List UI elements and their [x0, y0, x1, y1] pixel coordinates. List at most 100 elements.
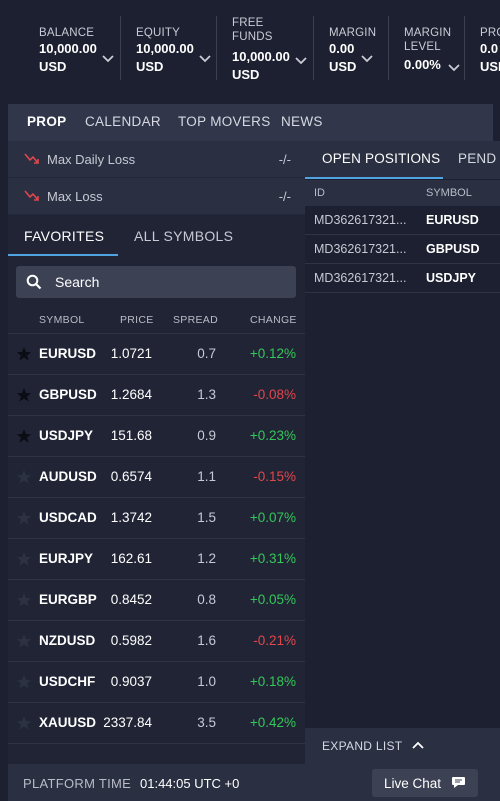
header-spread[interactable]: SPREAD: [173, 314, 218, 326]
table-row[interactable]: MD362617321... USDJPY: [305, 264, 500, 293]
table-row[interactable]: EURUSD 1.0721 0.7 +0.12%: [8, 334, 305, 375]
symbol-spread: 1.5: [197, 510, 216, 525]
chevron-down-icon: [199, 55, 211, 63]
star-icon[interactable]: [16, 510, 32, 526]
balance-value: 10,000.00: [39, 41, 97, 56]
positions-panel: OPEN POSITIONS PEND ID SYMBOL MD36261732…: [305, 141, 500, 764]
position-id: MD362617321...: [314, 213, 407, 227]
star-filled-icon[interactable]: [16, 428, 32, 444]
symbol-search[interactable]: Search: [16, 266, 296, 298]
table-row[interactable]: GBPUSD 1.2684 1.3 -0.08%: [8, 375, 305, 416]
symbol-spread: 0.9: [197, 428, 216, 443]
symbol-change: +0.05%: [249, 592, 296, 607]
left-panel: PROP CALENDAR TOP MOVERS NEWS Max Daily …: [8, 104, 493, 764]
tab-calendar[interactable]: CALENDAR: [85, 114, 161, 129]
symbol-spread: 1.6: [197, 633, 216, 648]
symbol-name: USDCHF: [39, 674, 96, 689]
margin-summary[interactable]: MARGIN 0.00 USD: [329, 16, 389, 90]
header-symbol[interactable]: SYMBOL: [39, 314, 85, 326]
equity-currency: USD: [136, 59, 164, 74]
balance-label: BALANCE: [39, 27, 95, 39]
tab-news[interactable]: NEWS: [281, 114, 323, 129]
table-row[interactable]: USDCHF 0.9037 1.0 +0.18%: [8, 662, 305, 703]
chevron-down-icon: [295, 57, 307, 65]
star-filled-icon[interactable]: [16, 387, 32, 403]
margin-level-label-line1: MARGIN: [404, 27, 452, 39]
symbol-name: AUDUSD: [39, 469, 97, 484]
star-icon[interactable]: [16, 469, 32, 485]
profit-summary[interactable]: PRO 0.0 USD: [480, 16, 500, 90]
max-loss-value: -/-: [278, 189, 291, 204]
table-row[interactable]: MD362617321... EURUSD: [305, 206, 500, 235]
header-change[interactable]: CHANGE: [250, 314, 297, 326]
symbol-price: 162.61: [110, 551, 152, 566]
table-row[interactable]: EURGBP 0.8452 0.8 +0.05%: [8, 580, 305, 621]
tab-top-movers[interactable]: TOP MOVERS: [178, 114, 271, 129]
symbol-name: EURUSD: [39, 346, 97, 361]
free-funds-currency: USD: [232, 67, 260, 82]
table-row[interactable]: XAUUSD 2337.84 3.5 +0.42%: [8, 703, 305, 744]
star-icon[interactable]: [16, 674, 32, 690]
tab-all-symbols[interactable]: ALL SYMBOLS: [134, 228, 234, 244]
tab-favorites[interactable]: FAVORITES: [24, 228, 105, 244]
symbol-spread: 0.8: [197, 592, 216, 607]
symbol-change: -0.21%: [253, 633, 296, 648]
header-price[interactable]: PRICE: [120, 314, 154, 326]
star-filled-icon[interactable]: [16, 346, 32, 362]
symbol-spread: 3.5: [197, 715, 216, 730]
table-row[interactable]: MD362617321... GBPUSD: [305, 235, 500, 264]
free-funds-value: 10,000.00: [232, 49, 290, 64]
max-daily-loss-label: Max Daily Loss: [47, 152, 136, 167]
max-daily-loss-value: -/-: [278, 152, 291, 167]
header-id[interactable]: ID: [314, 187, 325, 199]
symbol-change: +0.31%: [249, 551, 296, 566]
symbol-change: +0.12%: [249, 346, 296, 361]
search-icon: [26, 274, 42, 290]
table-row[interactable]: NZDUSD 0.5982 1.6 -0.21%: [8, 621, 305, 662]
equity-summary[interactable]: EQUITY 10,000.00 USD: [136, 16, 216, 90]
status-footer: PLATFORM TIME 01:44:05 UTC +0 Live Chat: [8, 764, 500, 801]
position-id: MD362617321...: [314, 271, 407, 285]
margin-value: 0.00: [329, 41, 355, 56]
free-funds-summary[interactable]: FREE FUNDS 10,000.00 USD: [232, 16, 312, 90]
table-row[interactable]: EURJPY 162.61 1.2 +0.31%: [8, 539, 305, 580]
live-chat-button[interactable]: Live Chat: [372, 769, 478, 797]
star-icon[interactable]: [16, 633, 32, 649]
symbol-price: 0.6574: [110, 469, 152, 484]
position-symbol: EURUSD: [426, 213, 479, 227]
table-row[interactable]: AUDUSD 0.6574 1.1 -0.15%: [8, 457, 305, 498]
symbol-change: +0.18%: [249, 674, 296, 689]
equity-value: 10,000.00: [136, 41, 194, 56]
star-icon[interactable]: [16, 592, 32, 608]
star-icon[interactable]: [16, 551, 32, 567]
table-row[interactable]: USDCAD 1.3742 1.5 +0.07%: [8, 498, 305, 539]
tab-prop[interactable]: PROP: [27, 114, 67, 129]
symbol-price: 0.8452: [110, 592, 152, 607]
platform-time-value: 01:44:05 UTC +0: [140, 776, 240, 791]
star-icon[interactable]: [16, 715, 32, 731]
margin-level-summary[interactable]: MARGIN LEVEL 0.00%: [404, 26, 466, 100]
chevron-down-icon: [448, 64, 460, 72]
tab-open-positions[interactable]: OPEN POSITIONS: [322, 151, 441, 166]
balance-summary[interactable]: BALANCE 10,000.00 USD: [39, 16, 119, 90]
search-input[interactable]: Search: [55, 274, 100, 290]
symbol-price: 1.3742: [110, 510, 152, 525]
tab-pending[interactable]: PEND: [458, 151, 497, 166]
margin-currency: USD: [329, 59, 357, 74]
divider: [313, 16, 314, 80]
chevron-up-icon: [412, 741, 424, 749]
symbol-change: -0.15%: [253, 469, 296, 484]
symbol-tab-bar: FAVORITES ALL SYMBOLS: [8, 216, 305, 258]
positions-tab-bar: OPEN POSITIONS PEND: [305, 141, 500, 179]
symbol-name: USDCAD: [39, 510, 97, 525]
divider: [216, 16, 217, 80]
platform-time-label: PLATFORM TIME: [23, 776, 132, 791]
expand-list-button[interactable]: EXPAND LIST: [305, 728, 500, 764]
max-loss-label: Max Loss: [47, 189, 103, 204]
header-symbol[interactable]: SYMBOL: [426, 187, 472, 199]
symbol-price: 1.2684: [110, 387, 152, 402]
profit-currency: USD: [480, 59, 500, 74]
symbol-change: -0.08%: [253, 387, 296, 402]
table-row[interactable]: USDJPY 151.68 0.9 +0.23%: [8, 416, 305, 457]
position-symbol: GBPUSD: [426, 242, 480, 256]
